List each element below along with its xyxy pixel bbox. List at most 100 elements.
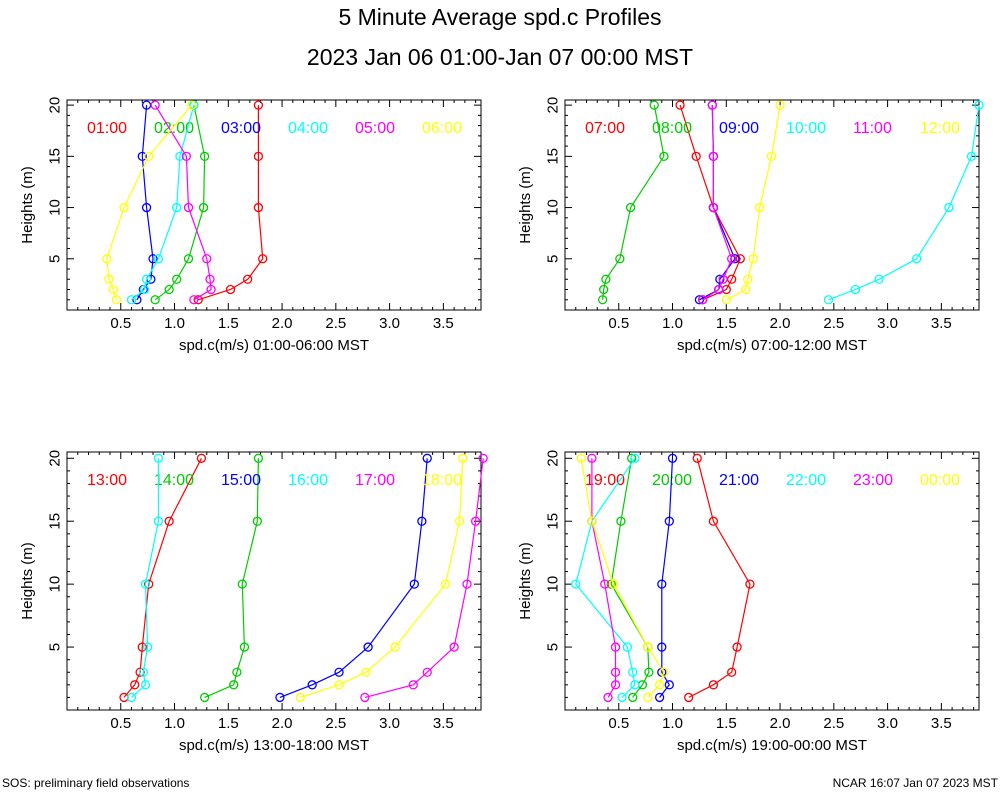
legend-entry: 07:00 — [585, 120, 625, 137]
data-point — [422, 453, 432, 463]
series-line — [679, 104, 741, 301]
y-axis-label: Heights (m) — [517, 542, 534, 620]
data-point — [140, 579, 151, 589]
legend-entry: 11:00 — [853, 120, 892, 137]
data-point — [361, 667, 371, 677]
chart-panel: 0.5 1.0 1.5 2.0 2.5 3.0 3.5 5 10 15 20 spd.c(m/s) 1… — [517, 450, 980, 754]
x-tick-label: 2.0 — [770, 715, 791, 732]
data-point — [628, 667, 638, 677]
data-point — [198, 202, 209, 213]
data-point — [206, 284, 216, 295]
page-subtitle: 2023 Jan 06 01:00-Jan 07 00:00 MST — [306, 44, 694, 70]
data-point — [137, 642, 147, 652]
data-point — [630, 680, 640, 690]
data-point — [654, 680, 665, 690]
data-point — [470, 516, 481, 526]
data-point — [850, 284, 860, 295]
series-line — [136, 105, 154, 301]
legend-entry: 16:00 — [288, 472, 328, 489]
data-point — [644, 667, 654, 677]
legend-entry: 00:00 — [920, 472, 960, 489]
data-point — [610, 667, 621, 677]
plot-frame — [66, 99, 482, 311]
data-point — [697, 295, 708, 305]
series-line — [726, 105, 781, 301]
series-2300 — [587, 453, 621, 703]
data-point — [422, 667, 432, 677]
data-point — [944, 202, 954, 213]
data-point — [743, 274, 753, 284]
x-tick-label: 0.5 — [110, 315, 131, 332]
data-point — [275, 692, 285, 703]
plot-frame — [564, 99, 980, 311]
data-point — [229, 680, 239, 690]
y-tick-label: 15 — [545, 148, 562, 165]
data-point — [708, 516, 719, 526]
data-point — [258, 254, 268, 264]
series-1300 — [119, 453, 207, 703]
data-point — [708, 680, 719, 690]
data-point — [144, 151, 154, 161]
series-line — [602, 104, 665, 300]
data-point — [625, 202, 636, 213]
data-point — [148, 254, 158, 264]
data-point — [643, 692, 653, 703]
x-axis-label: spd.c(m/s) 01:00-06:00 MST — [179, 337, 369, 354]
series-line — [364, 458, 484, 698]
data-point — [295, 692, 305, 703]
x-axis-label: spd.c(m/s) 13:00-18:00 MST — [179, 737, 369, 754]
footer-source-note: SOS: preliminary field observations — [2, 776, 190, 790]
series-line — [580, 458, 665, 698]
data-point — [363, 642, 373, 652]
x-tick-label: 3.5 — [433, 715, 454, 732]
data-point — [334, 667, 344, 677]
data-point — [164, 516, 174, 526]
data-point — [409, 579, 419, 589]
data-point — [616, 516, 626, 526]
data-point — [237, 579, 247, 589]
data-point — [150, 100, 160, 110]
y-tick-label: 5 — [47, 643, 64, 651]
legend-entry: 10:00 — [786, 120, 826, 137]
data-point — [138, 667, 148, 677]
legend-entry: 20:00 — [652, 472, 692, 489]
data-point — [334, 680, 344, 690]
series-line — [106, 104, 193, 300]
x-tick-label: 0.5 — [110, 715, 131, 732]
data-point — [775, 100, 785, 110]
data-point — [408, 680, 418, 690]
y-tick-label: 15 — [47, 148, 64, 165]
data-point — [597, 295, 608, 305]
data-point — [360, 692, 370, 703]
data-point — [253, 202, 264, 213]
x-tick-label: 3.0 — [877, 315, 898, 332]
x-tick-label: 0.5 — [608, 715, 629, 732]
data-point — [654, 692, 665, 703]
data-point — [628, 692, 638, 703]
legend-entry: 13:00 — [87, 472, 127, 489]
data-point — [202, 254, 212, 264]
data-point — [718, 274, 728, 284]
x-tick-label: 1.0 — [164, 715, 185, 732]
x-tick-label: 3.5 — [931, 315, 952, 332]
series-line — [279, 458, 428, 698]
data-point — [657, 579, 667, 589]
y-tick-label: 20 — [545, 450, 562, 467]
data-point — [150, 295, 160, 305]
data-point — [692, 453, 702, 463]
series-line — [688, 458, 751, 698]
data-point — [675, 100, 685, 110]
data-point — [104, 274, 114, 284]
data-point — [766, 151, 777, 161]
data-point — [748, 254, 758, 264]
y-tick-label: 10 — [545, 576, 562, 593]
data-point — [139, 284, 150, 295]
series-1100 — [697, 100, 737, 305]
x-tick-label: 1.0 — [164, 315, 185, 332]
data-point — [745, 579, 755, 589]
data-point — [691, 151, 701, 161]
data-point — [714, 284, 724, 295]
series-1800 — [295, 453, 468, 703]
legend-entry: 05:00 — [355, 120, 395, 137]
x-tick-label: 3.0 — [877, 715, 898, 732]
